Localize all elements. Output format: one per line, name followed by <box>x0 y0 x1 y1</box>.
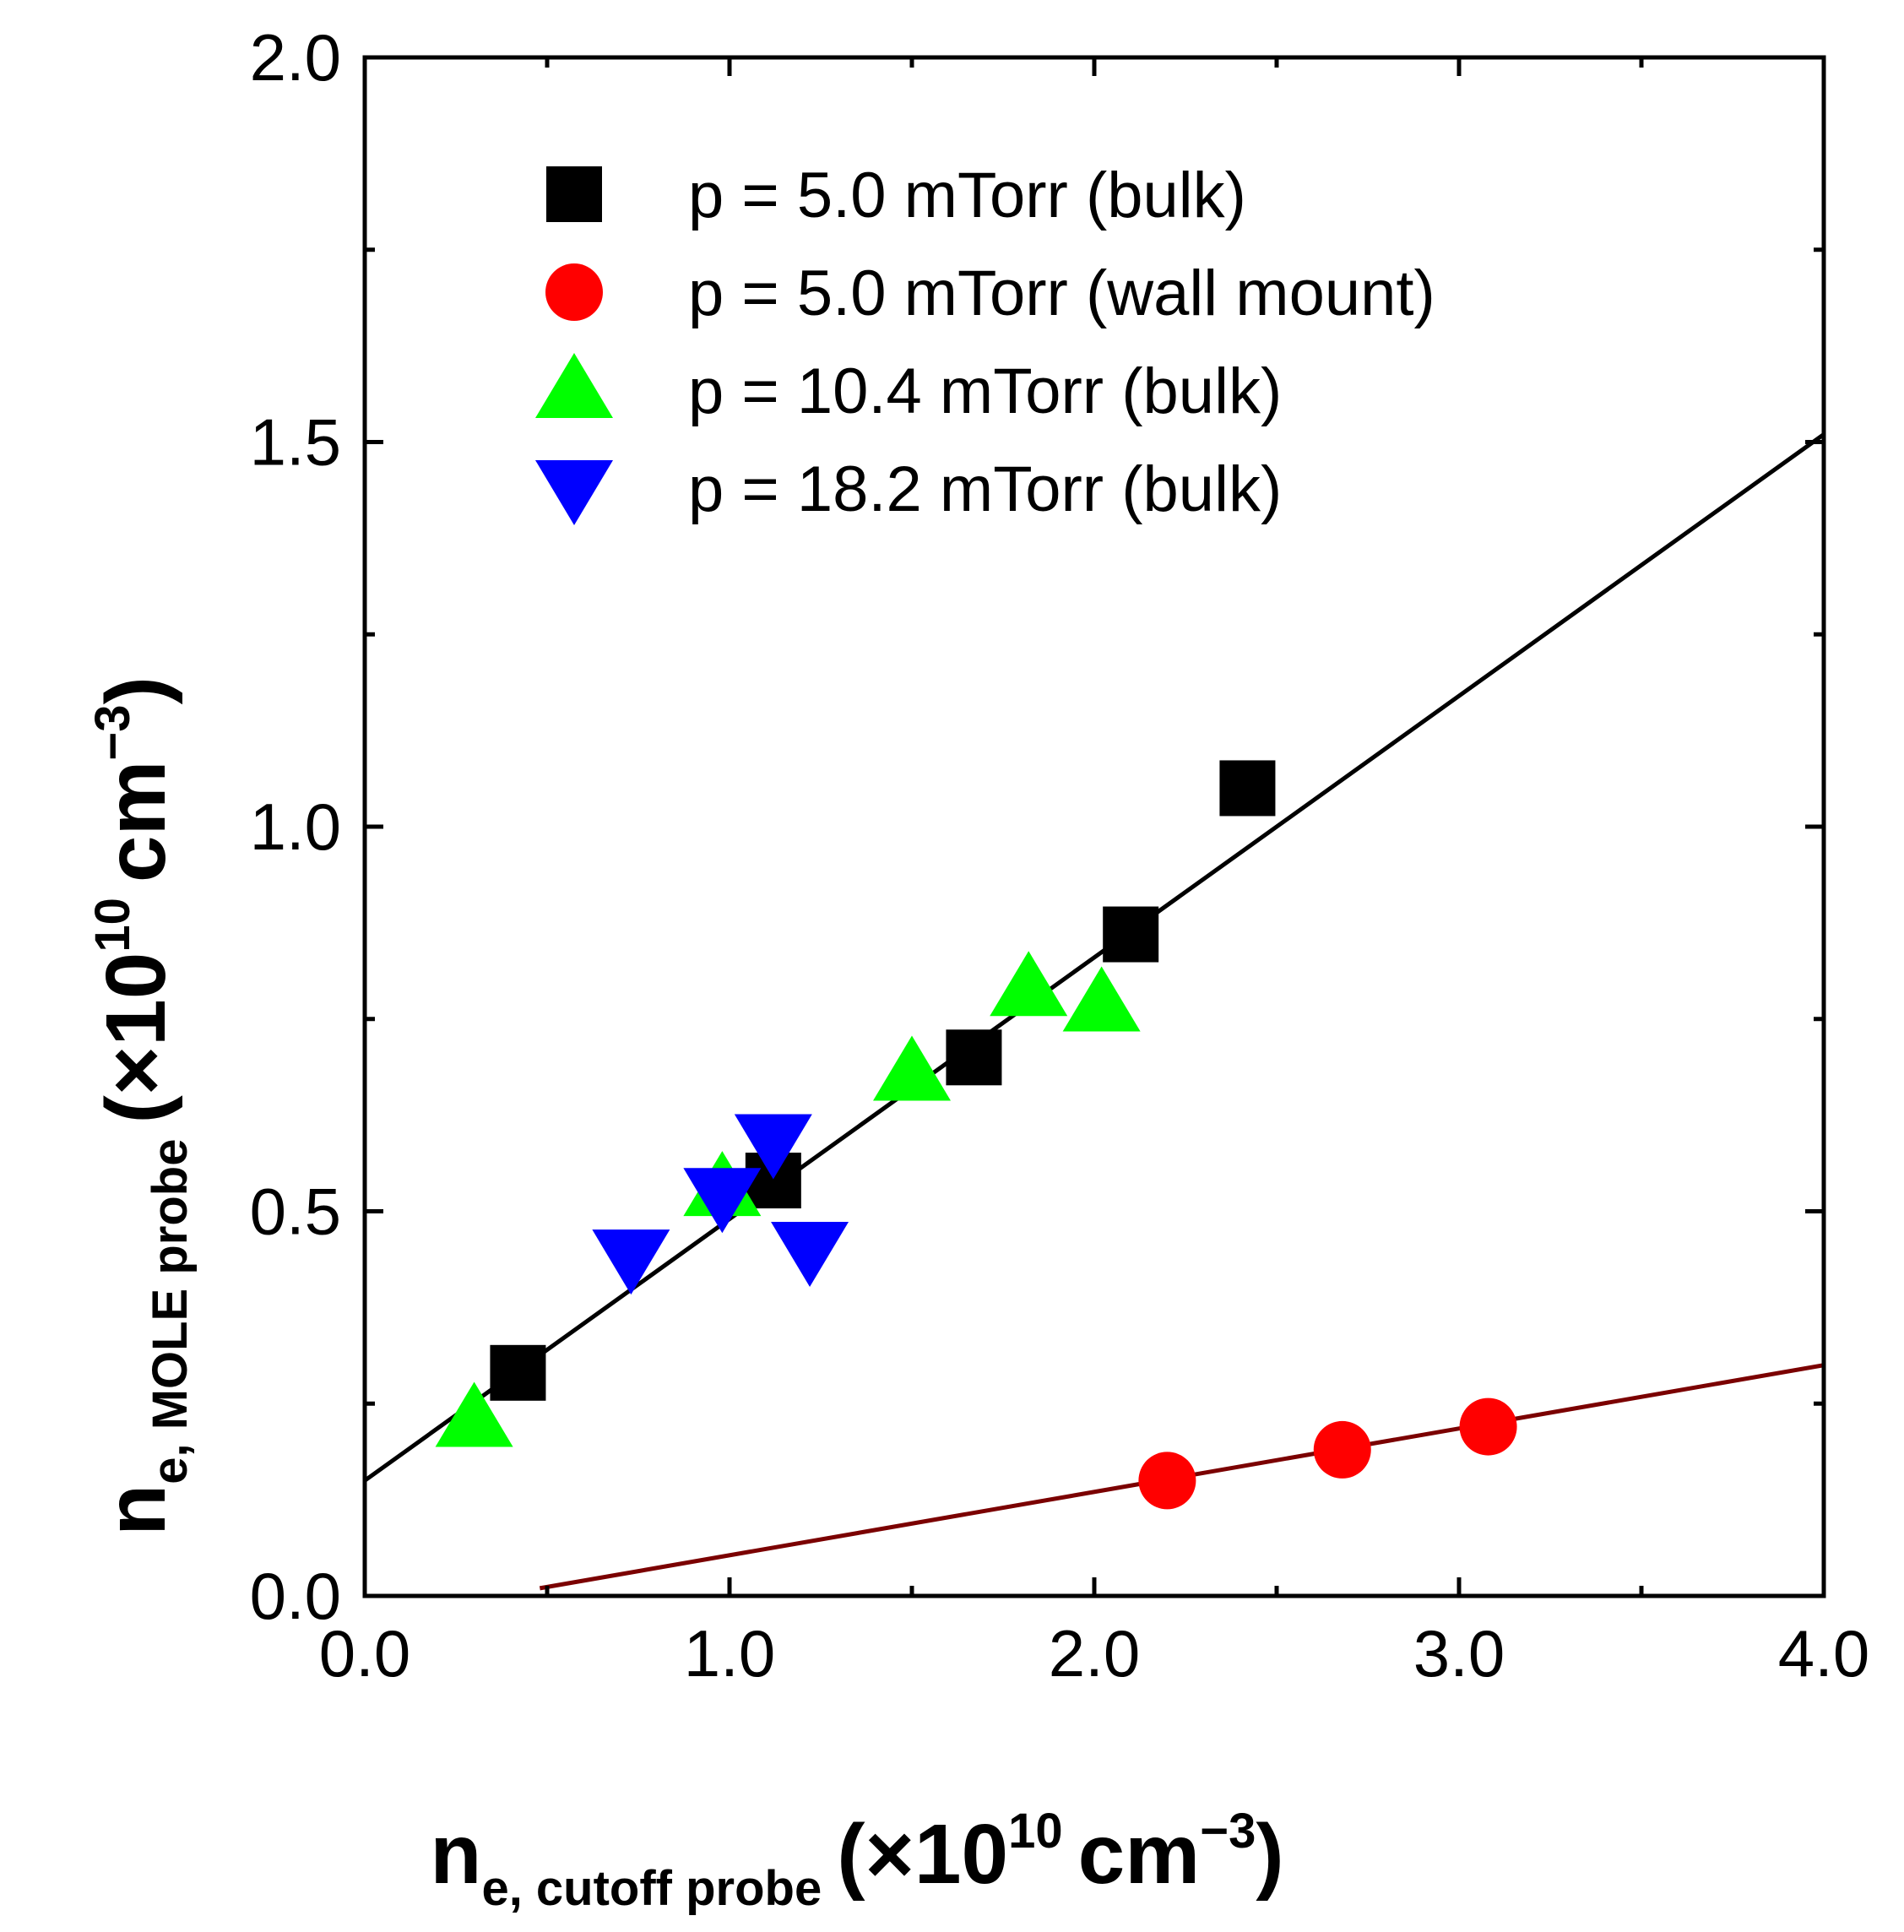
y-axis-title: ne, MOLE probe (×1010 cm−3) <box>85 676 198 1536</box>
x-tick-label: 3.0 <box>1413 1616 1505 1690</box>
y-tick-label: 0.0 <box>250 1559 341 1633</box>
data-point-series-3 <box>435 1381 513 1447</box>
x-axis-title-unit-close: ) <box>1256 1807 1283 1902</box>
legend-label-2: p = 5.0 mTorr (wall mount) <box>688 258 1435 329</box>
x-tick-label: 1.0 <box>684 1616 775 1690</box>
y-tick-label: 1.5 <box>250 405 341 480</box>
x-axis-title-unit-open: (×10 <box>837 1807 1008 1902</box>
y-tick-label: 1.0 <box>250 790 341 864</box>
y-tick-label: 0.5 <box>250 1175 341 1249</box>
data-point-series-1 <box>1103 906 1159 963</box>
y-axis-title-unit-close: ) <box>89 676 183 704</box>
data-point-series-3 <box>990 951 1068 1017</box>
data-point-series-2 <box>1459 1397 1517 1456</box>
data-point-series-4 <box>771 1222 849 1288</box>
x-axis-title-exp: 10 <box>1008 1804 1063 1859</box>
axis-ticks: 0.0 1.0 2.0 3.0 4.0 0.0 0.5 1.0 1.5 2.0 <box>250 20 1870 1690</box>
x-axis-title: ne, cutoff probe (×1010 cm−3) <box>430 1804 1283 1916</box>
legend: p = 5.0 mTorr (bulk) p = 5.0 mTorr (wall … <box>535 160 1435 525</box>
legend-marker-2 <box>545 263 603 321</box>
data-point-series-1 <box>490 1344 546 1401</box>
legend-marker-3 <box>535 353 613 418</box>
x-tick-label: 4.0 <box>1778 1616 1869 1690</box>
fit-bulk-line <box>363 432 1825 1483</box>
x-tick-label: 2.0 <box>1049 1616 1140 1690</box>
data-point-series-4 <box>592 1229 670 1295</box>
legend-label-3: p = 10.4 mTorr (bulk) <box>688 355 1282 427</box>
data-point-series-2 <box>1313 1420 1371 1479</box>
y-axis-title-unit-open: (×10 <box>89 952 183 1124</box>
legend-label-4: p = 18.2 mTorr (bulk) <box>688 453 1282 525</box>
y-axis-title-sub: e, MOLE probe <box>143 1139 198 1484</box>
data-markers <box>435 760 1517 1510</box>
x-axis-title-main: n <box>430 1807 481 1902</box>
x-axis-title-unit-exp: −3 <box>1200 1804 1256 1859</box>
y-tick-label: 2.0 <box>250 20 341 95</box>
data-point-series-2 <box>1138 1452 1196 1510</box>
data-point-series-4 <box>683 1168 762 1234</box>
x-axis-title-sub: e, cutoff probe <box>481 1861 822 1916</box>
y-axis-title-exp: 10 <box>85 898 140 952</box>
x-axis-title-unit-mid: cm <box>1078 1807 1201 1902</box>
data-point-series-4 <box>734 1114 812 1180</box>
legend-label-1: p = 5.0 mTorr (bulk) <box>688 160 1246 231</box>
y-axis-title-main: n <box>89 1484 183 1536</box>
y-axis-title-unit-mid: cm <box>89 761 183 883</box>
y-axis-title-unit-exp: −3 <box>85 704 140 760</box>
data-point-series-1 <box>1219 760 1276 817</box>
data-point-series-3 <box>873 1035 951 1101</box>
data-point-series-1 <box>946 1029 1002 1086</box>
legend-marker-4 <box>535 460 613 525</box>
data-point-series-3 <box>1062 966 1141 1032</box>
legend-marker-1 <box>546 166 602 222</box>
x-tick-label: 0.0 <box>319 1616 410 1690</box>
